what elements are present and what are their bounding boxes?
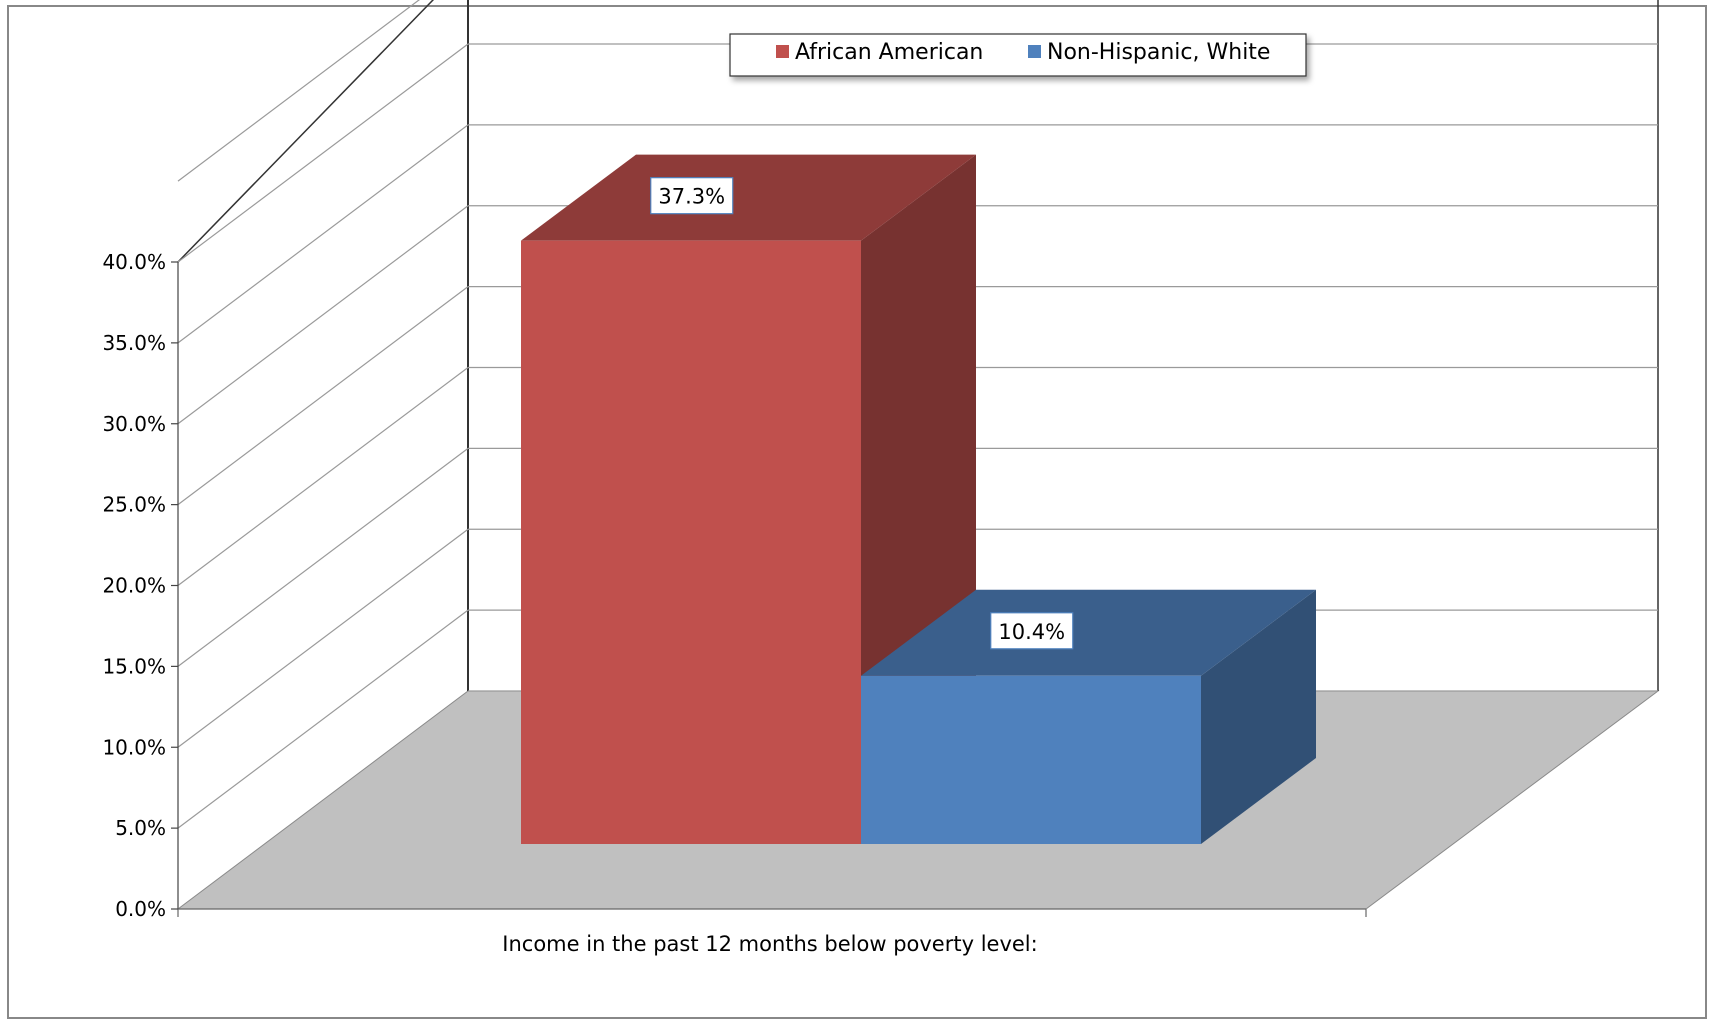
y-tick-label: 25.0% <box>102 493 166 517</box>
legend-swatch-african-american <box>776 45 789 58</box>
legend-box <box>729 33 1307 77</box>
y-tick-label: 20.0% <box>102 574 166 598</box>
legend: African American Non-Hispanic, White <box>729 33 1307 77</box>
side-gridline <box>177 609 469 829</box>
side-wall-top-edge <box>177 0 435 263</box>
bar-side-non-hispanic-white <box>1201 589 1316 844</box>
side-gridline <box>177 447 469 667</box>
side-gridline <box>177 286 469 506</box>
y-tick-label: 40.0% <box>102 250 166 274</box>
side-gridline <box>177 0 420 182</box>
data-label-african-american: 37.3% <box>658 185 725 209</box>
bar-non-hispanic-white <box>861 675 1201 844</box>
bar-african-american <box>521 240 861 845</box>
data-label-non-hispanic-white: 10.4% <box>998 620 1065 644</box>
legend-label-non-hispanic-white: Non-Hispanic, White <box>1047 40 1270 65</box>
y-tick-label: 35.0% <box>102 331 166 355</box>
y-tick-label: 5.0% <box>115 816 166 840</box>
bar-top-non-hispanic-white <box>861 589 1316 676</box>
data-label-box-non-hispanic-white <box>990 612 1074 650</box>
side-gridline <box>177 43 469 263</box>
y-tick-label: 30.0% <box>102 412 166 436</box>
side-gridline <box>177 528 469 748</box>
y-tick-label: 0.0% <box>115 897 166 921</box>
side-gridline <box>177 367 469 586</box>
side-gridline <box>177 124 469 344</box>
data-label-box-african-american <box>650 177 734 215</box>
y-tick-label: 10.0% <box>102 735 166 759</box>
x-category-label: Income in the past 12 months below pover… <box>502 932 1037 956</box>
y-tick-label: 15.0% <box>102 654 166 678</box>
legend-label-african-american: African American <box>795 40 983 65</box>
side-gridline <box>177 205 469 425</box>
legend-swatch-non-hispanic-white <box>1028 45 1041 58</box>
bar-top-african-american <box>521 154 976 241</box>
